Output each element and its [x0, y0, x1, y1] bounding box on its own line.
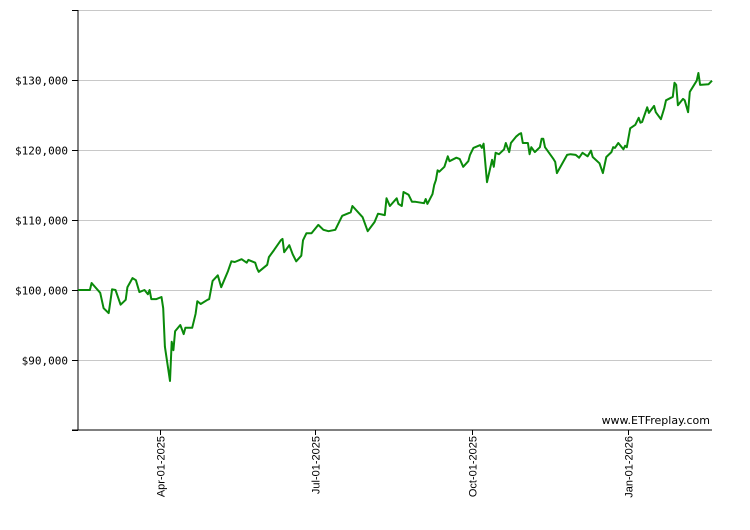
- x-tick-label: Jul-01-2025: [311, 436, 323, 494]
- x-tick-label: Apr-01-2025: [156, 436, 168, 497]
- series-line: [78, 72, 713, 382]
- x-tick-label: Jan-01-2026: [624, 436, 636, 498]
- y-ticks: $90,000 $100,000 $110,000 $120,000 $130,000: [15, 10, 78, 431]
- y-tick-label: $100,000: [15, 285, 68, 298]
- x-ticks: Apr-01-2025 Jul-01-2025 Oct-01-2025 Jan-01-…: [156, 430, 636, 498]
- y-tick-label: $120,000: [15, 145, 68, 158]
- watermark: www.ETFreplay.com: [602, 414, 710, 427]
- x-tick-label: Oct-01-2025: [468, 436, 480, 497]
- y-tick-label: $130,000: [15, 75, 68, 88]
- y-tick-label: $90,000: [22, 355, 68, 368]
- gridlines: [78, 10, 712, 361]
- y-tick-label: $110,000: [15, 215, 68, 228]
